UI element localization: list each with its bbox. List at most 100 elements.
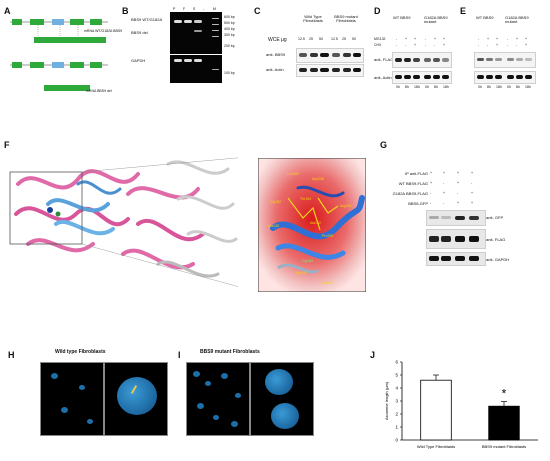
western-blot-flag-d bbox=[392, 52, 452, 68]
y-tick-label: 1 bbox=[395, 425, 398, 430]
g-condition-label: WT BBS9-FLAG bbox=[398, 181, 428, 186]
western-blot-bbs9 bbox=[296, 48, 364, 63]
western-blot-gfp-g bbox=[426, 210, 486, 226]
residue-arg203: Arg203 bbox=[340, 204, 352, 208]
amount-1: 12.5 bbox=[298, 37, 305, 41]
marker-600: 600 bp bbox=[224, 15, 235, 19]
significance-star: * bbox=[502, 387, 507, 401]
e-time-label: 0h bbox=[507, 85, 511, 89]
western-blot-flag-e bbox=[474, 52, 536, 68]
e-chx-sign: - bbox=[507, 43, 509, 47]
panel-label-f: F bbox=[4, 140, 10, 150]
marker-300: 300 bp bbox=[224, 33, 235, 37]
g-row-gfp: anti- GFP bbox=[486, 215, 504, 220]
y-tick-label: 4 bbox=[395, 386, 398, 391]
gene-structure-diagram bbox=[10, 19, 108, 91]
residue-thr184: Thr184 bbox=[300, 197, 312, 201]
lane-label-s: S bbox=[193, 7, 196, 11]
surface-zoom-view bbox=[258, 158, 366, 292]
western-blot-gapdh-g bbox=[426, 252, 486, 266]
e-chx-sign: - bbox=[478, 43, 480, 47]
gel-row-label-wt: BBS9 WT/G182A bbox=[131, 17, 163, 22]
residue-gly183: Gly183 bbox=[302, 259, 314, 263]
d-chx-sign: - bbox=[396, 43, 398, 47]
amount-2: 25 bbox=[309, 37, 313, 41]
e-chx-sign: + bbox=[496, 43, 499, 47]
micrograph-mutant-zoom bbox=[250, 362, 314, 436]
d-chx-sign: - bbox=[405, 43, 407, 47]
gel-row-label-gapdh: GAPDH bbox=[131, 58, 146, 63]
panel-label-a: A bbox=[4, 6, 11, 16]
e-time-label: 8h bbox=[516, 85, 520, 89]
g-condition-label: G182A BBS9-FLAG bbox=[392, 191, 428, 196]
residue-ala133: Ala133 bbox=[268, 224, 279, 228]
category-label: Wild Type Fibroblasts bbox=[417, 444, 455, 449]
row-label-bbs9: anti- BBS9 bbox=[266, 52, 286, 57]
g-sign: - bbox=[430, 201, 432, 205]
e-mg132-sign: + bbox=[516, 37, 519, 41]
d-mg132-sign: + bbox=[405, 37, 408, 41]
d-mg132-sign: + bbox=[443, 37, 446, 41]
d-time-label: 18h bbox=[414, 85, 420, 89]
residue-gly182: Gly182 bbox=[270, 200, 282, 204]
e-mg132-sign: + bbox=[525, 37, 528, 41]
amount-4: 12.5 bbox=[331, 37, 338, 41]
marker-200: 200 bp bbox=[224, 44, 235, 48]
d-group-mutant: G182A BBS9 mutant bbox=[424, 15, 448, 24]
g-sign: - bbox=[471, 181, 473, 185]
g-row-gapdh: anti- GAPDH bbox=[486, 257, 510, 262]
wce-label: WCE μg bbox=[268, 37, 287, 43]
g-sign: - bbox=[430, 191, 432, 195]
bar bbox=[420, 379, 452, 441]
e-mg132-sign: - bbox=[507, 37, 509, 41]
d-row-flag: anti- FLAG bbox=[374, 57, 394, 62]
panel-label-d: D bbox=[374, 6, 381, 16]
western-blot-flag-g bbox=[426, 229, 486, 249]
residue-leu200: Leu200 bbox=[287, 172, 299, 176]
marker-500: 500 bp bbox=[224, 21, 235, 25]
bar bbox=[488, 405, 520, 441]
g-sign: - bbox=[457, 191, 459, 195]
mrna-wt-label: mRNA WT/G182A BBS9 bbox=[84, 29, 123, 33]
y-tick-label: 2 bbox=[395, 412, 398, 417]
marker-400: 400 bp bbox=[224, 27, 235, 31]
d-chx-label: CHX bbox=[374, 43, 382, 47]
amount-6: 50 bbox=[352, 37, 356, 41]
d-mg132-sign: + bbox=[434, 37, 437, 41]
e-chx-sign: - bbox=[516, 43, 518, 47]
d-chx-sign: - bbox=[425, 43, 427, 47]
e-group-wt: WT BBS9 bbox=[476, 15, 494, 20]
group-label-mutant: BBS9 mutant Fibroblasts bbox=[334, 14, 358, 23]
micrograph-wt-zoom bbox=[104, 362, 168, 436]
micrograph-wt-overview bbox=[40, 362, 104, 436]
d-chx-sign: + bbox=[414, 43, 417, 47]
residue-his181: His181 bbox=[296, 271, 307, 275]
residue-ala170: Ala170 bbox=[322, 281, 333, 285]
y-tick-label: 5 bbox=[395, 373, 398, 378]
y-tick-label: 3 bbox=[395, 399, 398, 404]
e-time-label: 18h bbox=[496, 85, 502, 89]
g-row-flag: anti- FLAG bbox=[486, 237, 506, 242]
gel-row-label-del: BBS9 del bbox=[131, 30, 148, 35]
g-sign: + bbox=[457, 181, 460, 185]
micrograph-mutant-overview bbox=[186, 362, 250, 436]
lane-label-neg: - bbox=[203, 7, 205, 11]
e-mg132-sign: + bbox=[487, 37, 490, 41]
g-sign: + bbox=[471, 171, 474, 175]
d-mg132-sign: - bbox=[425, 37, 427, 41]
lane-label-m: M bbox=[213, 7, 216, 11]
e-group-mutant: G182A BBS9 mutant bbox=[505, 15, 529, 24]
group-label-wt: Wild Type Fibroblasts bbox=[303, 14, 323, 23]
g-condition-label: BBS6-GFP bbox=[408, 201, 428, 206]
e-mg132-sign: - bbox=[478, 37, 480, 41]
e-chx-sign: - bbox=[487, 43, 489, 47]
amount-5: 25 bbox=[342, 37, 346, 41]
d-row-actin: anti- Actin bbox=[374, 75, 392, 80]
panel-i-title: BBS9 mutant Fibroblasts bbox=[200, 349, 260, 355]
panel-label-e: E bbox=[460, 6, 467, 16]
d-time-label: 18h bbox=[443, 85, 449, 89]
d-time-label: 0h bbox=[425, 85, 429, 89]
d-chx-sign: + bbox=[443, 43, 446, 47]
e-time-label: 8h bbox=[487, 85, 491, 89]
lane-label-f: F bbox=[183, 7, 186, 11]
